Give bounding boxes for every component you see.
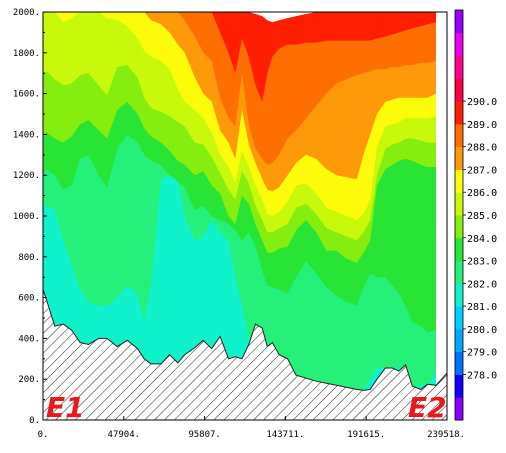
y-tick-label: 1600. xyxy=(13,90,40,100)
colorbar-label: 283.0 xyxy=(467,257,497,268)
x-tick-label: 239518. xyxy=(427,430,465,440)
colorbar-swatch xyxy=(455,123,463,148)
start-marker: E1 xyxy=(46,391,85,424)
y-tick-label: 1800. xyxy=(13,49,40,59)
terrain-outline xyxy=(43,289,447,391)
x-tick-label: 143711. xyxy=(266,430,304,440)
x-tick-label: 95807. xyxy=(188,430,221,440)
y-tick-label: 600. xyxy=(18,294,40,304)
colorbar-label: 289.0 xyxy=(467,120,497,131)
colorbar-label: 290.0 xyxy=(467,97,497,108)
colorbar-swatch xyxy=(455,78,463,102)
plot-area xyxy=(43,12,447,420)
colorbar-label: 288.0 xyxy=(467,143,497,154)
colorbar-label: 282.0 xyxy=(467,279,497,290)
colorbar-swatch xyxy=(455,146,463,170)
colorbar-swatch xyxy=(455,169,463,193)
colorbar-label: 286.0 xyxy=(467,188,497,199)
y-axis: 0. 200. 400. 600. 800. 1000. 1200. 1400. 1600. 18… xyxy=(13,8,47,426)
colorbar-swatch xyxy=(455,374,463,398)
x-tick-label: 47904. xyxy=(108,430,141,440)
y-tick-label: 200. xyxy=(18,375,40,385)
y-tick-label: 1000. xyxy=(13,212,40,222)
colorbar-swatch xyxy=(455,397,463,421)
colorbar-swatch xyxy=(455,306,463,330)
contour-bands xyxy=(43,12,436,420)
colorbar-swatch xyxy=(455,237,463,262)
y-tick-label: 2000. xyxy=(13,8,40,18)
colorbar-swatch xyxy=(455,192,463,216)
colorbar-swatch xyxy=(455,283,463,307)
colorbar-label: 287.0 xyxy=(467,165,497,176)
colorbar-label: 285.0 xyxy=(467,211,497,222)
colorbar-swatch xyxy=(455,351,463,375)
colorbar-label: 278.0 xyxy=(467,370,497,381)
x-tick-label: 191615. xyxy=(347,430,385,440)
y-tick-label: 800. xyxy=(18,253,40,263)
colorbar-swatch xyxy=(455,10,463,34)
x-axis: 0. 47904. 95807. 143711. 191615. 239518. xyxy=(38,416,465,440)
colorbar-label: 281.0 xyxy=(467,302,497,313)
y-tick-label: 1400. xyxy=(13,130,40,140)
colorbar-swatch xyxy=(455,55,463,79)
end-marker: E2 xyxy=(408,391,447,424)
colorbar-swatch xyxy=(455,215,463,239)
colorbar-swatch xyxy=(455,101,463,125)
colorbar: 278.0 279.0 280.0 281.0 282.0 283.0 284.0 285.0… xyxy=(454,9,497,421)
colorbar-label: 284.0 xyxy=(467,234,497,245)
y-tick-label: 0. xyxy=(29,416,40,426)
colorbar-swatch xyxy=(455,32,463,57)
colorbar-label: 280.0 xyxy=(467,325,497,336)
colorbar-swatch xyxy=(455,260,463,284)
colorbar-swatch xyxy=(455,328,463,353)
y-tick-label: 400. xyxy=(18,334,40,344)
y-tick-label: 1200. xyxy=(13,171,40,181)
x-tick-label: 0. xyxy=(38,430,49,440)
colorbar-label: 279.0 xyxy=(467,348,497,359)
